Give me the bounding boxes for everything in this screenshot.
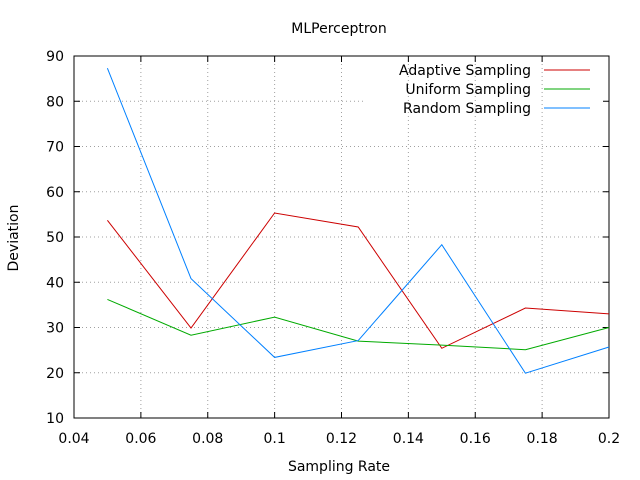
legend-label: Random Sampling — [403, 101, 531, 117]
y-tick-label: 70 — [46, 140, 64, 156]
y-tick-label: 50 — [46, 230, 64, 246]
x-tick-label: 0.04 — [58, 431, 89, 447]
grid — [74, 56, 609, 418]
x-tick-label: 0.14 — [393, 431, 424, 447]
chart-title: MLPerceptron — [291, 21, 386, 37]
series-line-3 — [106, 68, 610, 374]
y-tick-label: 40 — [46, 275, 64, 291]
legend-label: Adaptive Sampling — [399, 63, 531, 79]
x-tick-label: 0.16 — [460, 431, 491, 447]
y-tick-label: 10 — [46, 411, 64, 427]
x-tick-label: 0.06 — [125, 431, 156, 447]
x-tick-label: 0.1 — [263, 431, 285, 447]
x-tick-label: 0.08 — [192, 431, 223, 447]
legend: Adaptive Sampling Uniform Sampling Random … — [399, 63, 590, 117]
x-tick-label: 0.2 — [598, 431, 620, 447]
y-tick-label: 60 — [46, 185, 64, 201]
y-tick-label: 80 — [46, 94, 64, 110]
y-tick-label: 20 — [46, 366, 64, 382]
x-tick-label: 0.12 — [326, 431, 357, 447]
legend-label: Uniform Sampling — [405, 82, 531, 98]
y-tick-label: 90 — [46, 49, 64, 65]
y-axis-label: Deviation — [6, 205, 22, 272]
series-lines — [106, 68, 610, 374]
x-axis-label: Sampling Rate — [288, 459, 390, 475]
y-tick-label: 30 — [46, 321, 64, 337]
x-tick-label: 0.18 — [527, 431, 558, 447]
series-line-2 — [107, 298, 610, 351]
axis-ticks: 0.04 0.06 0.08 0.1 0.12 0.14 0.16 0.18 0.2 10 20 30… — [46, 49, 620, 447]
series-line-1 — [107, 212, 610, 349]
